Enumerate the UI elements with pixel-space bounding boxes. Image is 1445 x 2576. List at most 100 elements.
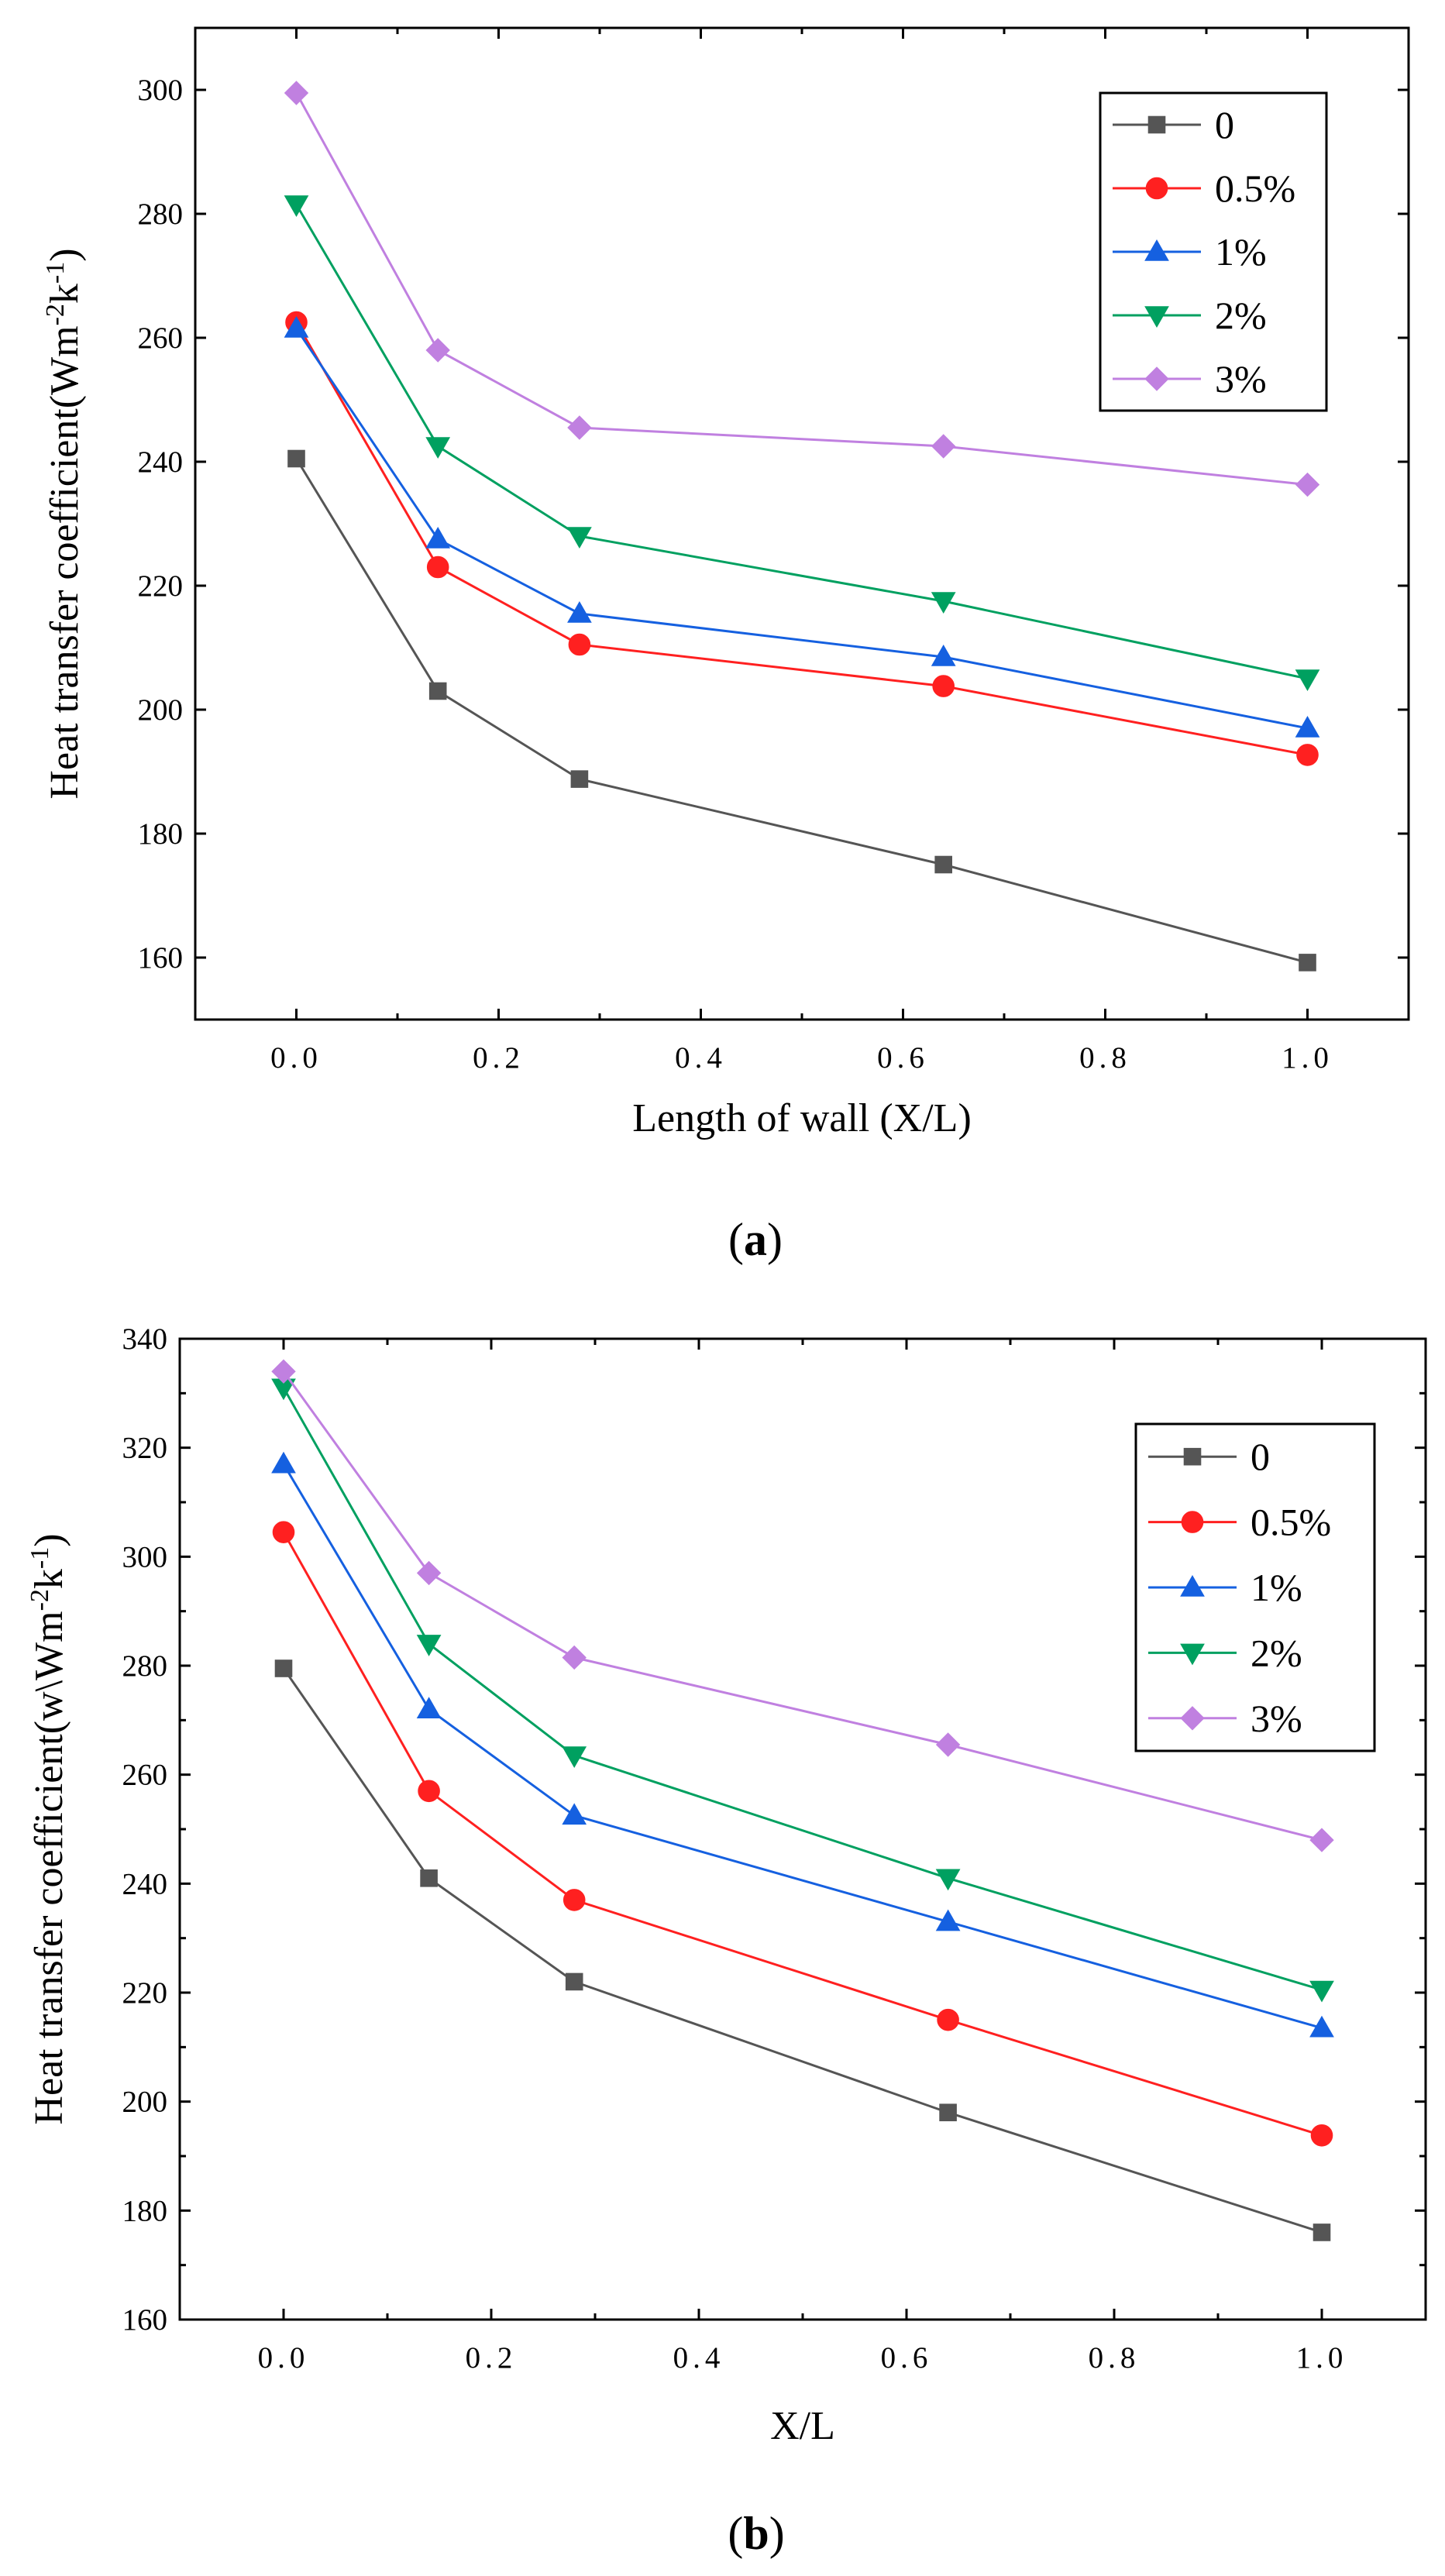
legend-label: 1% [1215,230,1267,273]
y-axis-label: Heat transfer coefficient(Wm-2k-1) [41,248,88,799]
legend-label: 0.5% [1251,1501,1331,1544]
data-point [567,415,592,440]
y-tick-label: 200 [138,693,184,727]
legend-marker [1180,1643,1205,1666]
panel-caption: (a) [728,1214,783,1265]
y-tick-label: 260 [138,322,184,355]
data-point [931,592,956,614]
data-point [934,855,953,874]
y-tick-label: 300 [122,1540,168,1573]
x-tick-label: 0.6 [881,2341,933,2375]
data-point [418,1780,440,1803]
data-point [425,526,451,549]
data-point [562,1645,587,1670]
y-tick-label: 320 [122,1432,168,1465]
data-point [416,1697,442,1719]
y-tick-label: 200 [122,2086,168,2119]
legend-label: 2% [1215,294,1267,337]
x-tick-label: 0.6 [877,1041,929,1075]
legend-marker [1147,115,1166,134]
y-tick-label: 260 [122,1759,168,1792]
legend-marker [1145,177,1168,200]
y-tick-label: 220 [122,1976,168,2010]
y-tick-label: 340 [122,1322,168,1356]
data-point [570,770,589,788]
x-tick-label: 0.2 [466,2341,518,2375]
data-point [420,1869,438,1887]
data-point [931,644,956,666]
x-tick-label: 0.4 [675,1041,727,1075]
data-point [425,437,451,459]
data-point [567,600,592,623]
y-tick-label: 280 [138,198,184,231]
data-point [937,2008,959,2031]
legend-label: 2% [1251,1631,1302,1674]
x-tick-label: 0.2 [473,1041,525,1075]
y-tick-label: 160 [138,941,184,975]
y-tick-label: 240 [122,1867,168,1900]
data-point [272,1521,295,1543]
legend-label: 3% [1215,357,1267,401]
data-point [271,1451,296,1474]
y-axis-label: Heat transfer coefficient(w\Wm-2k-1) [26,1533,72,2124]
y-tick-label: 240 [138,445,184,479]
data-point [567,527,592,549]
data-point [935,1909,961,1931]
panel-caption: (b) [728,2508,784,2559]
data-point [935,1869,961,1891]
data-point [1313,2223,1331,2241]
legend-marker [1144,239,1169,261]
data-point [935,1732,961,1757]
data-point [931,434,956,459]
data-point [1309,2015,1334,2038]
legend-label: 0.5% [1215,167,1295,210]
x-tick-label: 1.0 [1296,2341,1348,2375]
y-tick-label: 220 [138,569,184,603]
legend-box [1134,1422,1376,1752]
data-point [939,2103,957,2122]
data-point [416,1635,442,1656]
legend-label: 0 [1251,1435,1270,1478]
legend-marker [1181,1511,1204,1533]
data-point [426,555,449,579]
legend-marker [1180,1706,1205,1731]
y-tick-label: 180 [122,2194,168,2227]
data-point [1309,1828,1334,1852]
data-point [568,633,591,656]
data-point [1295,669,1320,692]
legend-label: 3% [1251,1697,1302,1740]
legend-label: 0 [1215,103,1234,146]
data-point [1310,2124,1333,2147]
data-point [274,1659,293,1677]
x-tick-label: 0.8 [1089,2341,1141,2375]
series-line-0 [295,458,1308,964]
data-point [1296,744,1319,766]
data-point [562,1803,587,1825]
data-point [428,682,447,700]
chart-panel-a: 0.0 0.2 0.4 0.6 0.8 1.0 160 180 200 220 240 260 280 3… [41,26,1410,1265]
legend-marker [1144,366,1169,391]
data-point [284,81,309,105]
legend-marker [1144,306,1169,328]
y-tick-label: 160 [122,2303,168,2337]
legend-marker [1183,1447,1202,1466]
y-tick-label: 280 [122,1649,168,1683]
y-tick-label: 300 [138,74,184,107]
data-point [1309,1980,1334,2003]
x-tick-label: 0.0 [258,2341,310,2375]
data-point [271,1359,296,1384]
x-tick-label: 0.8 [1079,1041,1131,1075]
x-axis-label: X/L [770,2404,835,2448]
data-point [562,1746,587,1769]
series-line-0 [282,1667,1323,2234]
data-point [284,195,309,218]
data-point [1295,472,1320,497]
x-tick-label: 0.0 [270,1041,322,1075]
legend-label: 1% [1251,1566,1302,1609]
data-point [287,449,305,468]
data-point [416,1560,442,1586]
data-point [425,338,450,363]
y-tick-label: 180 [138,817,184,851]
data-point [284,315,309,338]
